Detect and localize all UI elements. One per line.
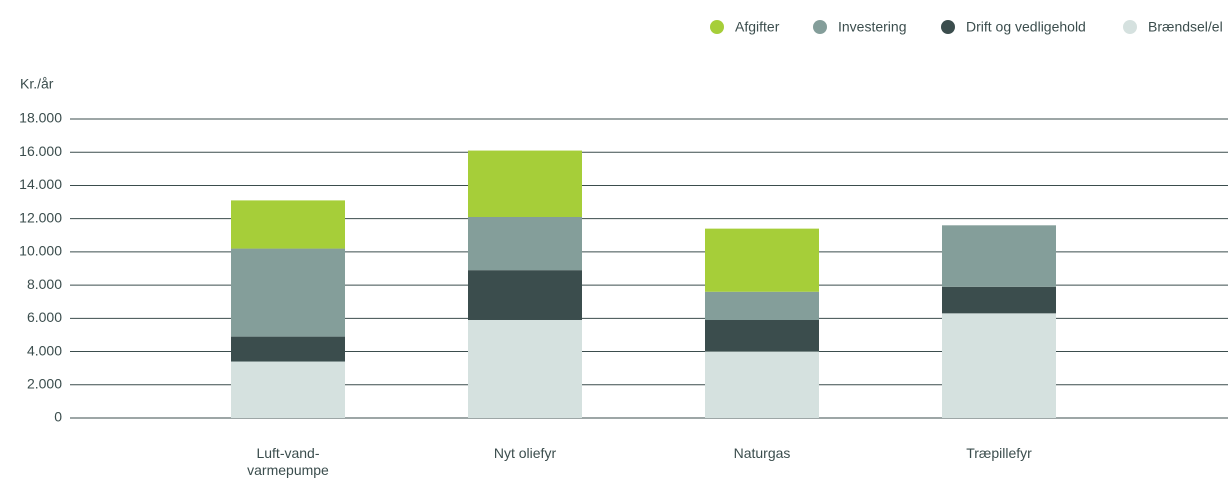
bar-segment — [231, 361, 345, 418]
bar-segment — [468, 217, 582, 271]
bar-segment — [705, 319, 819, 352]
legend-swatch — [941, 20, 955, 34]
y-tick-label: 0 — [54, 409, 62, 425]
y-tick-label: 4.000 — [27, 342, 62, 358]
bar-segment — [468, 270, 582, 320]
legend-swatch — [813, 20, 827, 34]
x-tick-label: Luft-vand-varmepumpe — [247, 445, 329, 478]
bar-segment — [468, 319, 582, 418]
legend-label: Afgifter — [735, 19, 780, 35]
bar-segment — [231, 200, 345, 249]
x-tick-label: Nyt oliefyr — [493, 445, 557, 461]
legend-label: Investering — [838, 19, 906, 35]
bar-segment — [468, 150, 582, 218]
bar-segment — [942, 313, 1056, 418]
legend-label: Drift og vedligehold — [966, 19, 1086, 35]
x-tick-label: Naturgas — [733, 445, 791, 461]
legend-label: Brændsel/el — [1148, 19, 1223, 35]
y-tick-label: 18.000 — [19, 110, 62, 126]
y-tick-label: 6.000 — [27, 309, 62, 325]
bar-segment — [231, 248, 345, 337]
legend-swatch — [710, 20, 724, 34]
y-tick-label: 14.000 — [19, 176, 62, 192]
y-tick-label: 16.000 — [19, 143, 62, 159]
bar-segment — [942, 225, 1056, 287]
y-tick-label: 12.000 — [19, 209, 62, 225]
y-tick-label: 10.000 — [19, 243, 62, 259]
bar-segment — [231, 336, 345, 362]
y-tick-label: 2.000 — [27, 375, 62, 391]
y-axis-label: Kr./år — [20, 76, 54, 92]
bar-segment — [705, 351, 819, 418]
bar-segment — [942, 286, 1056, 314]
x-tick-label: Træpillefyr — [966, 445, 1032, 461]
legend-swatch — [1123, 20, 1137, 34]
bar-segment — [705, 291, 819, 320]
y-tick-label: 8.000 — [27, 276, 62, 292]
bar-segment — [705, 228, 819, 292]
